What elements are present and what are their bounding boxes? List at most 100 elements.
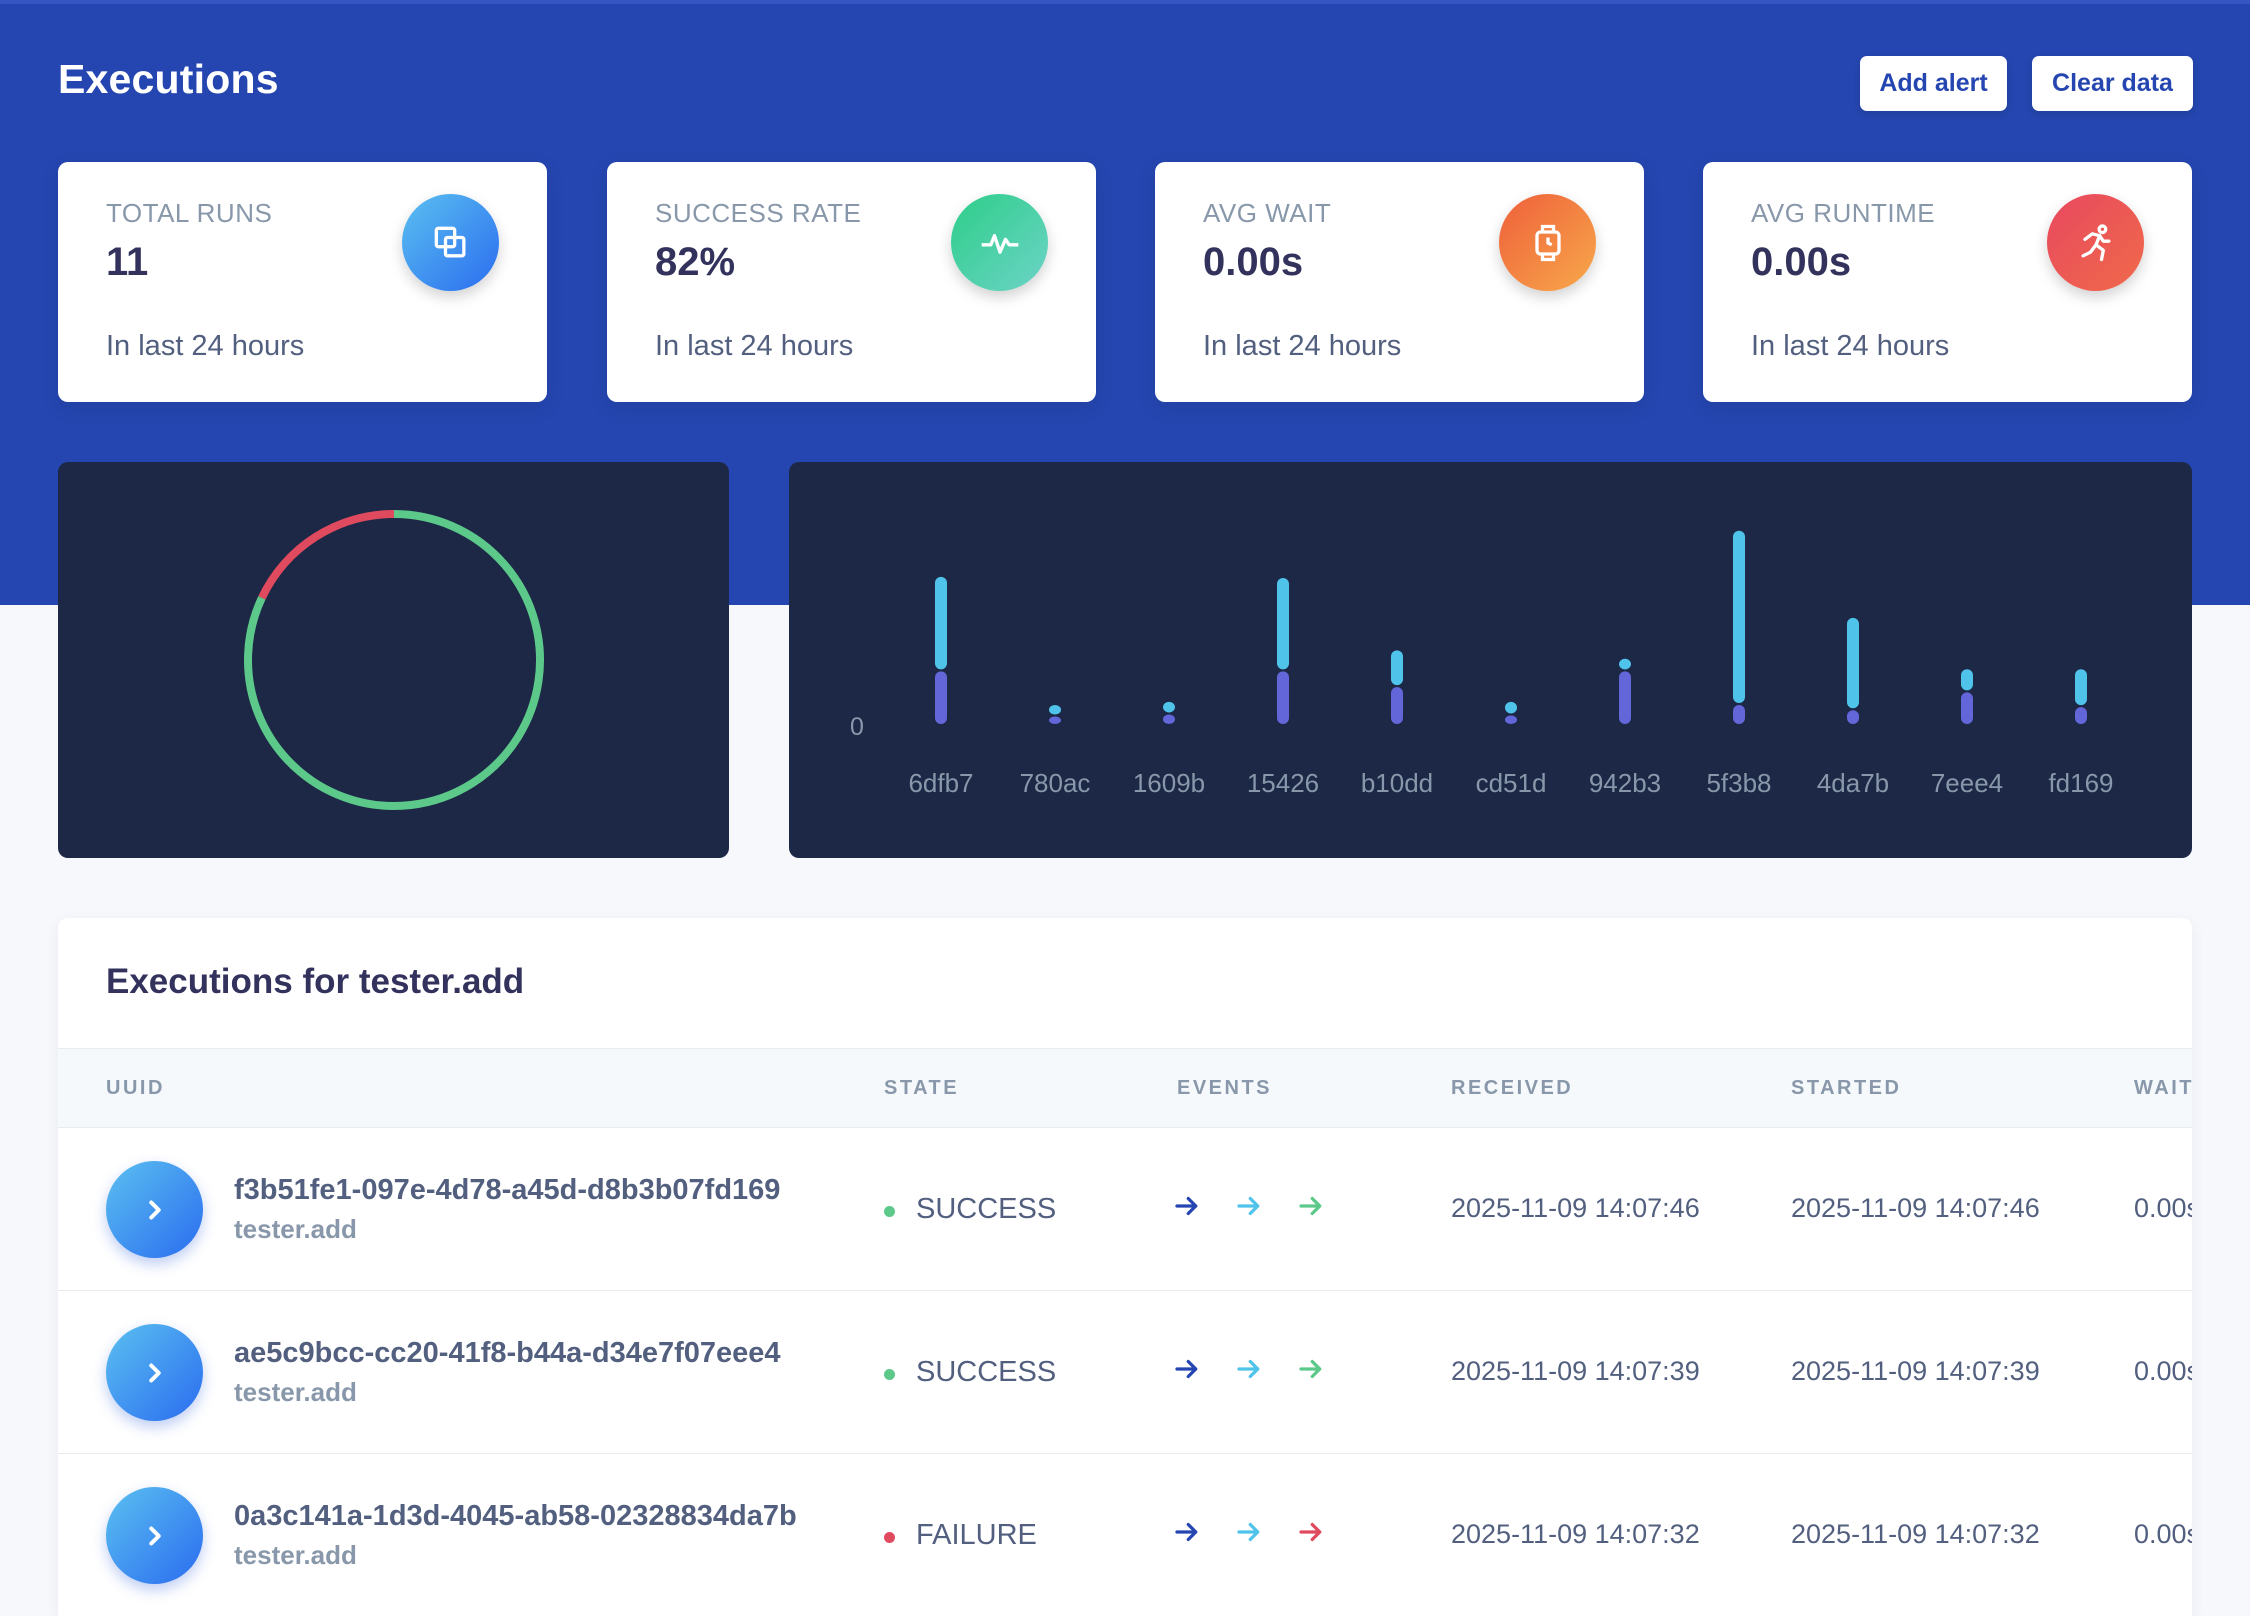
table-header: UUID STATE EVENTS RECEIVED STARTED WAIT bbox=[58, 1048, 2192, 1128]
copy-icon bbox=[402, 194, 499, 291]
bar-segment[interactable] bbox=[1277, 577, 1289, 670]
event-arrow-icon[interactable] bbox=[1296, 1517, 1326, 1547]
bar-segment[interactable] bbox=[1163, 701, 1175, 713]
x-axis-tick-label: 15426 bbox=[1247, 768, 1319, 798]
stat-label: AVG WAIT bbox=[1203, 198, 1332, 228]
bar-chart: 0 6dfb7 780ac 1609b 15426 b10dd cd51d 942b3 5f3… bbox=[850, 530, 2114, 798]
stat-card-avg-wait: AVG WAIT 0.00s In last 24 hours bbox=[1155, 162, 1644, 402]
x-axis-tick-label: b10dd bbox=[1361, 768, 1433, 798]
stat-label: SUCCESS RATE bbox=[655, 198, 862, 228]
started-time: 2025-11-09 14:07:46 bbox=[1791, 1193, 2040, 1223]
donut-slice[interactable] bbox=[258, 510, 395, 600]
column-header-wait[interactable]: WAIT bbox=[2134, 1077, 2192, 1099]
state-label: SUCCESS bbox=[916, 1356, 1057, 1388]
x-axis-tick-label: 7eee4 bbox=[1931, 768, 2003, 798]
received-time: 2025-11-09 14:07:39 bbox=[1451, 1356, 1700, 1386]
bar-segment[interactable] bbox=[1961, 692, 1973, 724]
bar-segment[interactable] bbox=[1733, 530, 1745, 703]
table-row[interactable]: f3b51fe1-097e-4d78-a45d-d8b3b07fd169 test… bbox=[58, 1129, 2192, 1291]
column-header-events[interactable]: EVENTS bbox=[1177, 1077, 1273, 1099]
event-arrow-icon[interactable] bbox=[1296, 1354, 1326, 1384]
wait-cell: 0.00s bbox=[2134, 1129, 2192, 1291]
y-axis-tick-label: 0 bbox=[850, 713, 864, 741]
bar-segment[interactable] bbox=[935, 576, 947, 670]
bar-segment[interactable] bbox=[1049, 705, 1061, 715]
stat-card-avg-runtime: AVG RUNTIME 0.00s In last 24 hours bbox=[1703, 162, 2192, 402]
bar-segment[interactable] bbox=[2075, 707, 2087, 724]
execution-uuid-link[interactable]: f3b51fe1-097e-4d78-a45d-d8b3b07fd169 bbox=[234, 1174, 781, 1206]
task-name: tester.add bbox=[234, 1377, 357, 1407]
event-arrow-icon[interactable] bbox=[1234, 1191, 1264, 1221]
event-arrow-icon[interactable] bbox=[1234, 1354, 1264, 1384]
started-time: 2025-11-09 14:07:39 bbox=[1791, 1356, 2040, 1386]
stat-subtitle: In last 24 hours bbox=[655, 330, 854, 362]
bar-segment[interactable] bbox=[1163, 714, 1175, 724]
bar-segment[interactable] bbox=[1961, 669, 1973, 691]
execution-uuid-link[interactable]: 0a3c141a-1d3d-4045-ab58-02328834da7b bbox=[234, 1500, 797, 1532]
column-header-started[interactable]: STARTED bbox=[1791, 1077, 1902, 1099]
clear-data-button[interactable]: Clear data bbox=[2032, 56, 2193, 111]
pulse-icon bbox=[951, 194, 1048, 291]
expand-row-button[interactable] bbox=[106, 1324, 203, 1421]
state-dot bbox=[884, 1206, 895, 1217]
event-arrow-icon[interactable] bbox=[1234, 1517, 1264, 1547]
event-arrow-icon[interactable] bbox=[1296, 1191, 1326, 1221]
bar-segment[interactable] bbox=[2075, 669, 2087, 706]
column-header-uuid[interactable]: UUID bbox=[106, 1077, 165, 1099]
expand-row-button[interactable] bbox=[106, 1487, 203, 1584]
column-header-state[interactable]: STATE bbox=[884, 1077, 960, 1099]
bar-segment[interactable] bbox=[1391, 650, 1403, 686]
column-header-received[interactable]: RECEIVED bbox=[1451, 1077, 1574, 1099]
started-time: 2025-11-09 14:07:32 bbox=[1791, 1519, 2040, 1549]
expand-row-button[interactable] bbox=[106, 1161, 203, 1258]
received-time: 2025-11-09 14:07:46 bbox=[1451, 1193, 1700, 1223]
execution-uuid-link[interactable]: ae5c9bcc-cc20-41f8-b44a-d34e7f07eee4 bbox=[234, 1337, 781, 1369]
stat-value: 82% bbox=[655, 240, 736, 284]
table-row[interactable]: ae5c9bcc-cc20-41f8-b44a-d34e7f07eee4 test… bbox=[58, 1292, 2192, 1454]
table-row[interactable]: 0a3c141a-1d3d-4045-ab58-02328834da7b test… bbox=[58, 1455, 2192, 1616]
bar-segment[interactable] bbox=[1049, 716, 1061, 724]
stat-label: TOTAL RUNS bbox=[106, 198, 273, 228]
stat-value: 11 bbox=[106, 240, 149, 284]
chevron-right-icon bbox=[148, 1363, 161, 1382]
bar-segment[interactable] bbox=[1277, 671, 1289, 724]
event-arrow-icon[interactable] bbox=[1172, 1191, 1202, 1221]
stat-card-total-runs: TOTAL RUNS 11 In last 24 hours bbox=[58, 162, 547, 402]
stat-card-success-rate: SUCCESS RATE 82% In last 24 hours bbox=[607, 162, 1096, 402]
donut-slice[interactable] bbox=[244, 510, 544, 810]
bar-segment[interactable] bbox=[1847, 710, 1859, 724]
x-axis-tick-label: cd51d bbox=[1476, 768, 1547, 798]
bar-segment[interactable] bbox=[1505, 701, 1517, 714]
add-alert-button[interactable]: Add alert bbox=[1860, 56, 2007, 111]
task-name: tester.add bbox=[234, 1540, 357, 1570]
state-label: SUCCESS bbox=[916, 1193, 1057, 1225]
table-title: Executions for tester.add bbox=[106, 962, 525, 1001]
x-axis-tick-label: 780ac bbox=[1020, 768, 1091, 798]
event-arrow-icon[interactable] bbox=[1172, 1517, 1202, 1547]
stat-subtitle: In last 24 hours bbox=[1751, 330, 1950, 362]
stat-subtitle: In last 24 hours bbox=[106, 330, 305, 362]
stat-value: 0.00s bbox=[1751, 240, 1852, 284]
received-time: 2025-11-09 14:07:32 bbox=[1451, 1519, 1700, 1549]
bar-segment[interactable] bbox=[1619, 671, 1631, 724]
page-title: Executions bbox=[58, 56, 279, 102]
running-icon bbox=[2047, 194, 2144, 291]
wait-time: 0.00s bbox=[2134, 1193, 2192, 1223]
wait-time: 0.00s bbox=[2134, 1519, 2192, 1549]
donut-chart bbox=[244, 510, 544, 810]
x-axis-tick-label: 6dfb7 bbox=[908, 768, 973, 798]
bar-segment[interactable] bbox=[1847, 617, 1859, 709]
success-rate-donut-panel bbox=[58, 462, 729, 858]
chevron-right-icon bbox=[148, 1526, 161, 1545]
wait-cell: 0.00s bbox=[2134, 1455, 2192, 1616]
bar-segment[interactable] bbox=[1505, 715, 1517, 725]
bar-segment[interactable] bbox=[1619, 658, 1631, 670]
x-axis-tick-label: 5f3b8 bbox=[1706, 768, 1771, 798]
event-arrow-icon[interactable] bbox=[1172, 1354, 1202, 1384]
stat-label: AVG RUNTIME bbox=[1751, 198, 1936, 228]
bar-segment[interactable] bbox=[1733, 705, 1745, 724]
x-axis-tick-label: fd169 bbox=[2048, 768, 2113, 798]
bar-segment[interactable] bbox=[935, 671, 947, 724]
chevron-right-icon bbox=[148, 1200, 161, 1219]
bar-segment[interactable] bbox=[1391, 687, 1403, 724]
